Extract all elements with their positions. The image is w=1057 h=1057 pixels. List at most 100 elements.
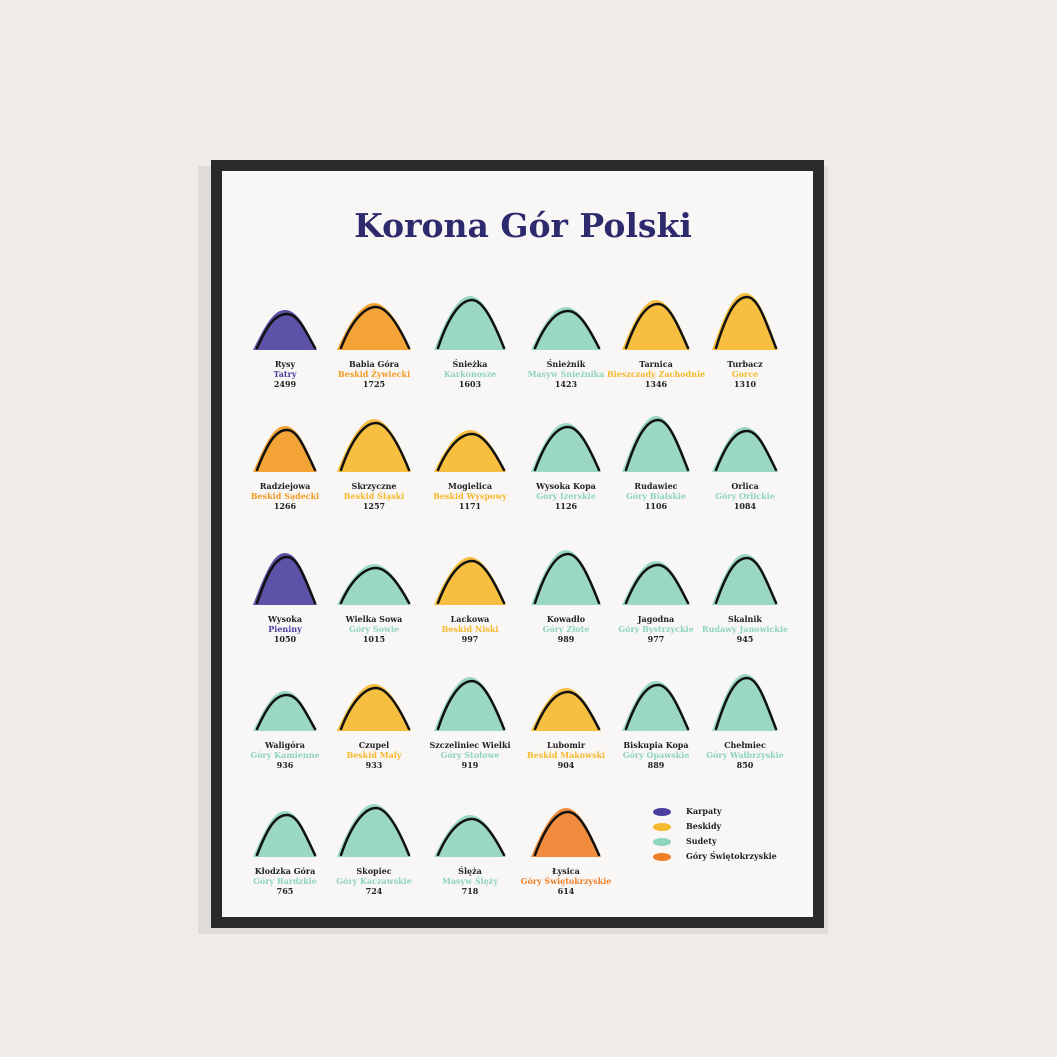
peak-height: 1171 (459, 501, 481, 511)
peak-range: Góry Wałbrzyskie (706, 750, 784, 760)
peak-name: Wysoka (267, 614, 302, 624)
peak-height: 936 (277, 760, 294, 770)
peak-name: Śnieżnik (547, 359, 586, 369)
poster-title: Korona Gór Polski (354, 206, 692, 245)
peak-name: Radziejowa (260, 481, 311, 491)
mountain-fill (253, 426, 317, 472)
peak-name: Jagodna (637, 614, 675, 624)
peak-range: Masyw Ślęży (442, 876, 498, 886)
legend-label: Beskidy (686, 821, 722, 831)
peak-range: Góry Orlickie (715, 491, 775, 501)
peak-height: 718 (462, 886, 479, 896)
mountain-outline (624, 563, 690, 605)
peak-height: 765 (277, 886, 294, 896)
mountain-fill (531, 307, 601, 350)
peak-height: 904 (558, 760, 575, 770)
peak-name: Ślęża (458, 866, 482, 876)
mountain-outline (624, 302, 690, 350)
legend-label: Sudety (686, 836, 717, 846)
peak-name: Skrzyczne (351, 481, 396, 491)
peak-height: 614 (558, 886, 575, 896)
mountain-outline (436, 432, 506, 472)
mountain-outline (255, 555, 317, 605)
mountain-outline (436, 817, 506, 857)
mountain-fill (337, 419, 411, 472)
peak-height: 2499 (274, 379, 297, 389)
legend-label: Góry Świętokrzyskie (686, 851, 777, 861)
peak-name: Wysoka Kopa (535, 481, 596, 491)
peak-name: Śnieżka (453, 359, 488, 369)
legend-swatch (653, 823, 671, 831)
mountain-outline (533, 810, 601, 857)
peak-range: Góry Bystrzyckie (618, 624, 693, 634)
peak-name: Czupel (359, 740, 389, 750)
mountain-outline (339, 305, 411, 350)
peak-range: Beskid Sądecki (251, 491, 319, 501)
mountain-fill (712, 674, 778, 731)
mountain-outline (624, 418, 690, 472)
mountain-outline (533, 552, 601, 605)
peak-height: 1106 (645, 501, 668, 511)
mountain-fill (622, 681, 690, 731)
legend: Karpaty Beskidy Sudety Góry Świętokrzyskie (653, 806, 777, 861)
mountain-fill (337, 804, 411, 857)
peak-height: 1257 (363, 501, 385, 511)
legend-swatch (653, 853, 671, 861)
peak-range: Góry Izerskie (536, 491, 596, 501)
peak-range: Masyw Śnieżnika (528, 369, 605, 379)
peak-range: Góry Złote (543, 624, 590, 634)
mountain-fill (622, 300, 690, 350)
peak-name: Waligóra (264, 740, 305, 750)
peak-range: Bieszczady Zachodnie (607, 369, 705, 379)
peak-name: Łysica (552, 866, 580, 876)
peak-range: Beskid Niski (442, 624, 499, 634)
mountain-fill (337, 564, 411, 605)
mountain-fill (337, 303, 411, 350)
mountain-outline (624, 683, 690, 731)
mountain-outline (255, 813, 317, 857)
mountain-fill (253, 310, 317, 350)
peak-range: Góry Kaczawskie (336, 876, 412, 886)
peak-height: 989 (558, 634, 575, 644)
peak-name: Turbacz (727, 359, 763, 369)
mountain-fill (622, 561, 690, 605)
peak-name: Lubomir (547, 740, 586, 750)
peak-name: Orlica (731, 481, 758, 491)
mountain-fill (712, 554, 778, 605)
peak-height: 724 (366, 886, 383, 896)
peak-name: Szczeliniec Wielki (429, 740, 510, 750)
mountain-fill (434, 430, 506, 472)
mountain-fill (531, 688, 601, 731)
peak-height: 945 (737, 634, 754, 644)
peak-range: Beskid Śląski (344, 491, 404, 501)
mountain-outline (436, 559, 506, 605)
mountain-fill (434, 677, 506, 731)
peak-range: Beskid Wyspowy (433, 491, 507, 501)
mountain-outline (533, 425, 601, 472)
peak-name: Rysy (275, 359, 296, 369)
peak-name: Skalnik (728, 614, 762, 624)
peak-name: Tarnica (639, 359, 673, 369)
peak-name: Lackowa (451, 614, 490, 624)
peak-range: Beskid Mały (346, 750, 401, 760)
mountain-outline (436, 298, 506, 350)
peak-range: Góry Opawskie (623, 750, 690, 760)
